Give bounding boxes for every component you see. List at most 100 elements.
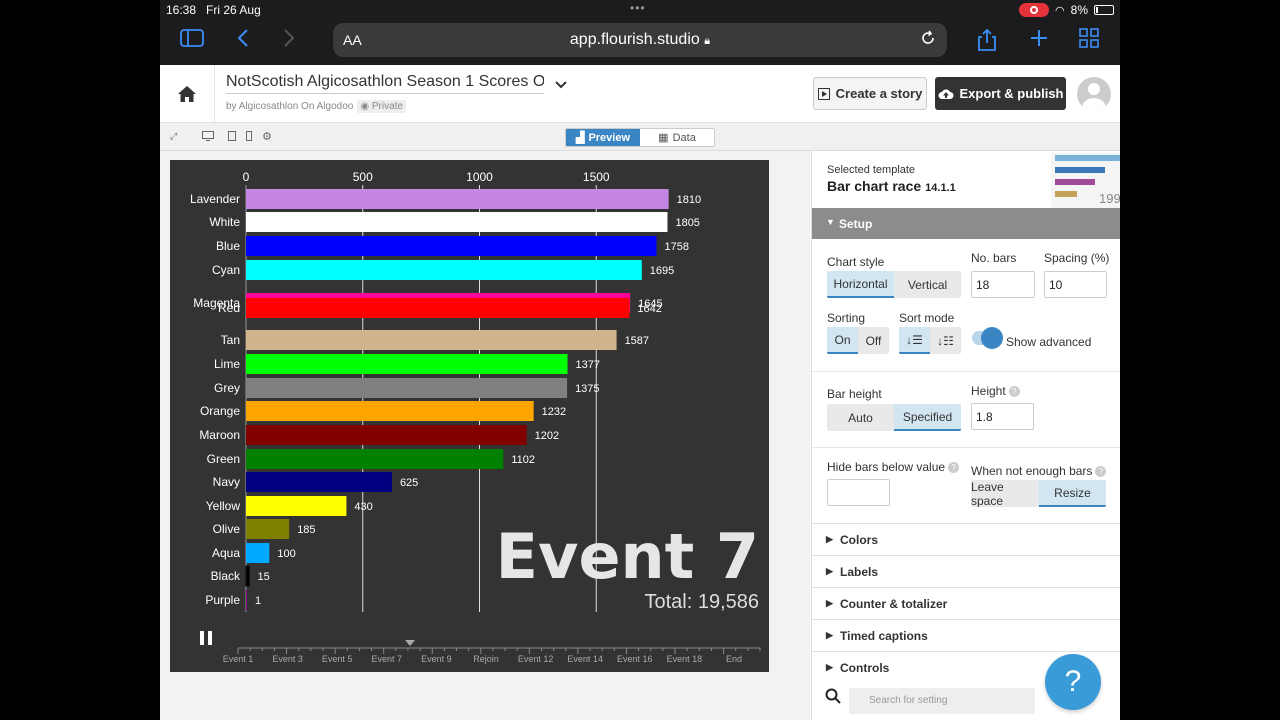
vertical-option[interactable]: Vertical xyxy=(907,277,948,292)
mobile-view-icon[interactable] xyxy=(246,131,256,141)
category-label: Lime xyxy=(214,357,240,371)
bar xyxy=(246,212,668,232)
timeline-cursor xyxy=(405,640,415,646)
spacing-label: Spacing (%) xyxy=(1044,251,1110,265)
caret-down-icon: ▼ xyxy=(826,217,835,227)
bar-chart-race: 0 500 1000 1500 Lavender 1810 White 1805 Blue 175… xyxy=(170,160,769,672)
category-label: Navy xyxy=(213,475,240,489)
avatar[interactable] xyxy=(1077,77,1111,111)
spacing-input[interactable] xyxy=(1044,271,1107,298)
x-tick-label: 1000 xyxy=(466,170,493,184)
back-icon[interactable] xyxy=(236,28,250,54)
share-icon[interactable] xyxy=(977,28,997,58)
leave-space-option[interactable]: Leave space xyxy=(971,480,1004,507)
cloud-upload-icon xyxy=(938,89,953,99)
tabs-overview-icon[interactable] xyxy=(1079,28,1099,54)
export-publish-button[interactable]: Export & publish xyxy=(935,77,1066,110)
tab-preview[interactable]: ▟ Preview xyxy=(566,129,640,146)
bar xyxy=(246,496,347,516)
sidebar-icon[interactable] xyxy=(180,28,204,54)
play-box-icon xyxy=(817,87,830,100)
reader-aa-button[interactable]: AA xyxy=(343,32,362,48)
bar xyxy=(246,401,534,421)
no-bars-label: No. bars xyxy=(971,251,1017,265)
category-label: Blue xyxy=(216,239,240,253)
auto-option[interactable]: Auto xyxy=(848,410,873,425)
caret-right-icon: ▶ xyxy=(826,662,833,672)
sort-ascending-icon[interactable]: ↓☷ xyxy=(937,333,954,348)
pause-icon xyxy=(200,631,204,645)
value-label: 1377 xyxy=(576,359,600,371)
category-label: Magenta xyxy=(193,296,240,310)
timeline-label: Event 5 xyxy=(322,654,353,664)
help-icon[interactable]: ? xyxy=(948,462,960,474)
hide-bars-input[interactable] xyxy=(827,479,890,506)
height-input[interactable] xyxy=(971,403,1034,430)
hide-bars-label: Hide bars below value? xyxy=(827,460,960,474)
chevron-down-icon[interactable] xyxy=(554,77,568,93)
wifi-icon: ◠ xyxy=(1055,4,1065,17)
help-icon[interactable]: ? xyxy=(1095,466,1107,478)
sorting-on-option[interactable]: On xyxy=(827,327,858,354)
help-icon[interactable]: ? xyxy=(1008,386,1020,398)
category-label: Cyan xyxy=(212,263,240,277)
home-button[interactable] xyxy=(160,65,215,122)
setup-section-header[interactable]: ▼ Setup xyxy=(812,208,1120,239)
template-version: 14.1.1 xyxy=(925,182,956,194)
gear-icon[interactable]: ⚙ xyxy=(262,131,272,143)
tab-data[interactable]: ▦ Data xyxy=(640,129,714,146)
chart-svg: 0 500 1000 1500 Lavender 1810 White 1805 Blue 175… xyxy=(190,170,761,664)
bar xyxy=(246,590,247,610)
value-label: 100 xyxy=(277,548,295,560)
sort-mode-label: Sort mode xyxy=(899,311,955,325)
editor-toolbar: ⤢ ⚙ ▟ Preview ▦ Data xyxy=(160,123,1120,151)
project-title[interactable]: NotScotish Algicosathlon Season 1 Scores… xyxy=(226,73,544,94)
specified-option[interactable]: Specified xyxy=(894,404,961,431)
timeline-label: Event 7 xyxy=(372,654,403,664)
section-controls[interactable]: ▶ Controls xyxy=(812,651,1120,683)
timeline-label: Event 1 xyxy=(223,654,254,664)
category-label: Olive xyxy=(213,522,241,536)
search-input[interactable]: Search for setting xyxy=(849,688,1035,714)
settings-search: Search for setting xyxy=(812,681,1120,720)
create-story-button[interactable]: Create a story xyxy=(813,77,927,110)
selected-template-label: Selected template xyxy=(827,164,916,176)
author: by Algicosathlon On Algodoo xyxy=(226,101,354,112)
help-button[interactable]: ? xyxy=(1045,654,1101,710)
multitask-dots[interactable]: ••• xyxy=(630,1,646,15)
horizontal-option[interactable]: Horizontal xyxy=(827,271,894,298)
section-colors[interactable]: ▶ Colors xyxy=(812,523,1120,555)
category-label: Grey xyxy=(214,381,240,395)
byline: by Algicosathlon On Algodoo ◉ Private xyxy=(226,100,406,113)
show-advanced-toggle[interactable] xyxy=(972,327,1003,349)
value-label: 1642 xyxy=(637,303,661,315)
eye-icon: ◉ xyxy=(360,101,370,112)
tablet-view-icon[interactable] xyxy=(228,131,238,141)
template-thumbnail[interactable]: 199 xyxy=(1051,153,1120,208)
chart-style-control: Horizontal Vertical xyxy=(827,271,961,298)
template-name[interactable]: Bar chart race 14.1.1 xyxy=(827,178,956,194)
section-labels[interactable]: ▶ Labels xyxy=(812,555,1120,587)
sorting-off-option[interactable]: Off xyxy=(865,333,882,348)
no-bars-input[interactable] xyxy=(971,271,1035,298)
total-counter: Total: 19,586 xyxy=(644,591,759,613)
value-label: 1645 xyxy=(638,298,662,310)
desktop-view-icon[interactable] xyxy=(202,131,214,141)
timeline-label: Event 14 xyxy=(567,654,603,664)
section-counter-totalizer[interactable]: ▶ Counter & totalizer xyxy=(812,587,1120,619)
sort-descending-icon[interactable]: ↓☰ xyxy=(899,327,930,354)
new-tab-icon[interactable] xyxy=(1029,28,1049,54)
resize-option[interactable]: Resize xyxy=(1039,480,1106,507)
fullscreen-icon[interactable]: ⤢ xyxy=(170,131,178,141)
address-bar[interactable]: AA app.flourish.studio 🔒︎ xyxy=(333,23,947,57)
timeline-label: End xyxy=(726,654,742,664)
value-label: 625 xyxy=(400,477,418,489)
value-label: 1695 xyxy=(650,265,674,277)
sorting-label: Sorting xyxy=(827,311,866,325)
section-timed-captions[interactable]: ▶ Timed captions xyxy=(812,619,1120,651)
bar xyxy=(246,449,504,469)
lock-icon: 🔒︎ xyxy=(704,35,711,47)
forward-icon[interactable] xyxy=(282,28,296,54)
preview-area: 0 500 1000 1500 Lavender 1810 White 1805 Blue 175… xyxy=(160,151,810,720)
reload-icon[interactable] xyxy=(919,29,937,52)
